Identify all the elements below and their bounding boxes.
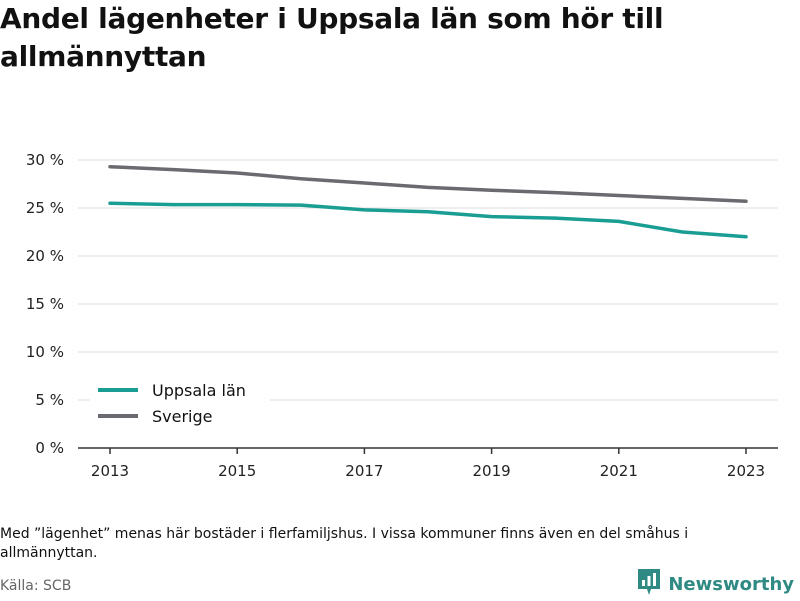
y-tick-label: 20 %	[26, 247, 64, 265]
chart-title: Andel lägenheter i Uppsala län som hör t…	[0, 2, 664, 73]
y-tick-label: 15 %	[26, 295, 64, 313]
series-line	[108, 164, 748, 204]
y-tick-labels: 0 % 5 % 10 % 15 % 20 % 25 % 30 %	[26, 151, 64, 457]
x-tick-label: 2015	[218, 462, 256, 480]
y-tick-label: 30 %	[26, 151, 64, 169]
y-tick-label: 5 %	[35, 391, 64, 409]
chart-note: Med ”lägenhet” menas här bostäder i fler…	[0, 526, 689, 561]
x-tick-labels: 2013 2015 2017 2019 2021 2023	[91, 462, 765, 480]
x-tick-label: 2019	[473, 462, 511, 480]
series-lines	[108, 164, 748, 239]
brand-name: Newsworthy	[668, 573, 794, 595]
x-tick-label: 2017	[345, 462, 383, 480]
x-tick-label: 2021	[600, 462, 638, 480]
legend-label: Uppsala län	[152, 381, 246, 400]
line-chart: 0 %5 %10 %15 %20 %25 %30 % 2013 2015 2017 2…	[26, 151, 778, 480]
legend-label: Sverige	[152, 407, 213, 426]
brand-logo: Newsworthy	[636, 568, 794, 600]
series-line	[108, 201, 748, 239]
newsworthy-logo-icon	[636, 567, 662, 601]
x-axis	[78, 447, 778, 454]
legend-background	[90, 376, 270, 432]
x-tick-label: 2023	[727, 462, 765, 480]
y-tick-label: 10 %	[26, 343, 64, 361]
x-tick-label: 2013	[91, 462, 129, 480]
y-tick-label: 25 %	[26, 199, 64, 217]
y-tick-label: 0 %	[35, 439, 64, 457]
legend: Uppsala län Sverige	[90, 376, 270, 432]
gridlines	[78, 159, 778, 401]
source-credit: Källa: SCB	[0, 578, 72, 594]
